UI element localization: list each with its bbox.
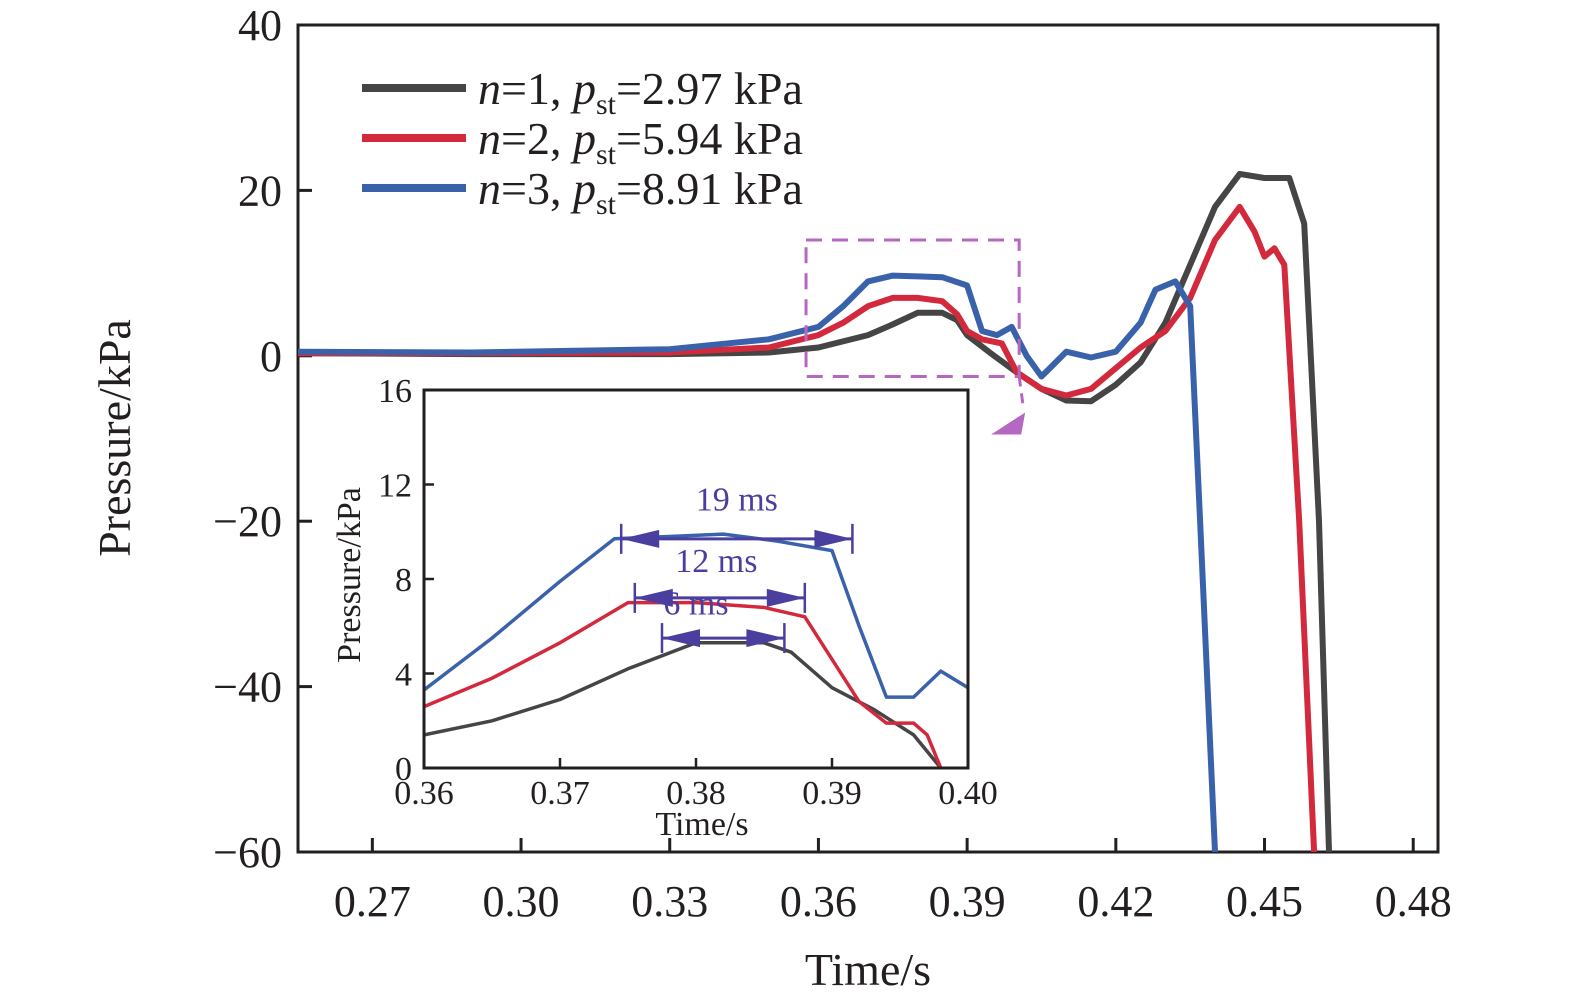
highlight-arrowhead	[991, 412, 1026, 435]
y-tick-label: 0	[260, 332, 282, 381]
y-tick-label: −20	[213, 497, 282, 546]
main-x-ticks: 0.27 0.30 0.33 0.36 0.39 0.42 0.45 0.48	[334, 838, 1452, 926]
legend-entry-2: n=2, pst=5.94 kPa	[478, 113, 803, 171]
span-duration-label: 6 ms	[663, 585, 728, 622]
inset-series-line-2	[424, 600, 943, 768]
span-arrowhead-right	[746, 629, 785, 648]
main-series-group	[298, 170, 1332, 852]
span-duration-label: 19 ms	[696, 481, 778, 518]
x-axis-title: Time/s	[805, 944, 931, 995]
x-tick-label: 0.39	[929, 877, 1006, 926]
legend-entry-1: n=1, pst=2.97 kPa	[478, 63, 803, 121]
y-tick-label: −60	[213, 828, 282, 877]
x-tick-label: 0.33	[631, 877, 708, 926]
highlight-connector	[1017, 376, 1025, 407]
x-tick-label: 0.48	[1375, 877, 1452, 926]
inset-y-tick-label: 0	[395, 751, 412, 788]
series-line-3	[298, 272, 1218, 852]
y-axis-title: Pressure/kPa	[89, 319, 140, 557]
inset-y-axis-title: Pressure/kPa	[331, 487, 368, 663]
y-tick-label: 20	[238, 166, 282, 215]
span-arrowhead-left	[621, 529, 660, 548]
x-tick-label: 0.30	[483, 877, 560, 926]
span-arrowhead-left	[662, 629, 700, 648]
main-plot-frame	[296, 23, 1440, 854]
highlight-box	[804, 238, 1021, 378]
y-tick-label: −40	[213, 663, 282, 712]
inset-y-ticks: 16 12 8 4 0	[378, 373, 434, 788]
span-duration-label: 12 ms	[675, 543, 757, 580]
x-tick-label: 0.45	[1226, 877, 1303, 926]
legend-entry-3: n=3, pst=8.91 kPa	[478, 163, 803, 221]
inset-x-tick-label: 0.36	[394, 775, 454, 812]
span-arrowhead-right	[814, 529, 853, 548]
inset-x-tick-label: 0.38	[666, 775, 726, 812]
inset-x-tick-label: 0.39	[802, 775, 862, 812]
inset-y-tick-label: 16	[378, 373, 412, 410]
y-tick-label: 40	[238, 1, 282, 50]
inset-annotations: 19 ms 12 ms 6 ms	[619, 481, 854, 654]
inset-x-ticks: 0.36 0.37 0.38 0.39 0.40	[394, 758, 998, 812]
inset-x-tick-label: 0.37	[530, 775, 590, 812]
x-tick-label: 0.27	[334, 877, 411, 926]
x-tick-label: 0.36	[780, 877, 857, 926]
inset-y-tick-label: 12	[378, 468, 412, 505]
span-arrowhead-right	[766, 588, 805, 607]
span-arrowhead-left	[634, 588, 673, 607]
main-y-ticks: 40 20 0 −20 −40 −60	[213, 1, 312, 877]
inset-y-tick-label: 4	[395, 657, 412, 694]
inset-chart: 19 ms 12 ms 6 ms 0.36 0.37 0.38 0.39 0.40 16 12…	[331, 373, 998, 843]
inset-y-tick-label: 8	[395, 562, 412, 599]
inset-x-axis-title: Time/s	[655, 806, 748, 843]
x-tick-label: 0.42	[1077, 877, 1154, 926]
legend: n=1, pst=2.97 kPa n=2, pst=5.94 kPa n=3,…	[362, 63, 803, 221]
inset-background	[424, 390, 968, 768]
inset-x-tick-label: 0.40	[938, 775, 998, 812]
series-line-2	[298, 203, 1318, 852]
inset-series-line-3	[424, 532, 968, 699]
